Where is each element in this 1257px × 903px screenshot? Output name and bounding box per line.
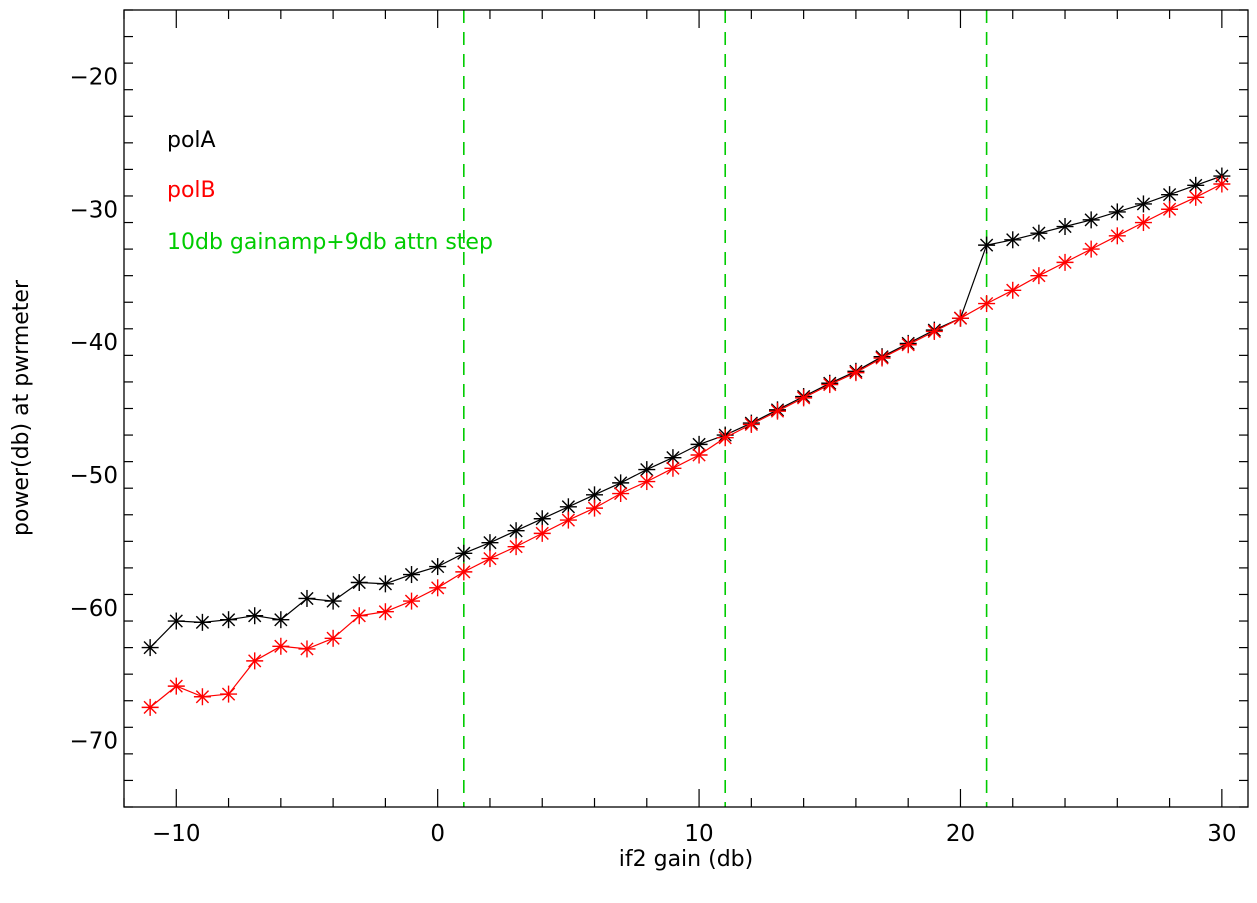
axis-ticks [123, 9, 1248, 808]
data-point-polB [1187, 188, 1205, 206]
x-tick-label: 0 [430, 821, 445, 847]
data-point-polB [1056, 253, 1074, 271]
plot-frame [123, 9, 1249, 808]
data-point-polB [1004, 281, 1022, 299]
y-tick-label: −50 [69, 463, 118, 489]
data-point-polB [1134, 214, 1152, 232]
data-point-polB [507, 538, 525, 556]
data-point-polB [429, 579, 447, 597]
vertical-reference-lines [463, 10, 988, 807]
legend-polb-text: polB [167, 178, 216, 203]
data-point-polA [1082, 211, 1100, 229]
data-point-polB [664, 459, 682, 477]
data-point-polB [925, 322, 943, 340]
data-point-polB [768, 402, 786, 420]
data-point-polA [1134, 195, 1152, 213]
data-point-polA [507, 522, 525, 540]
data-point-polA [141, 639, 159, 657]
data-point-polB [638, 473, 656, 491]
data-point-polB [690, 446, 708, 464]
data-point-polB [1082, 240, 1100, 258]
data-point-polA [272, 611, 290, 629]
data-point-polA [167, 612, 185, 630]
data-point-polA [481, 534, 499, 552]
data-point-polB [612, 485, 630, 503]
data-point-polB [1213, 175, 1231, 193]
data-point-polB [376, 603, 394, 621]
data-point-polB [978, 295, 996, 313]
data-point-polA [1108, 203, 1126, 221]
data-point-polA [246, 607, 264, 625]
data-point-polB [298, 640, 316, 658]
data-point-polA [193, 613, 211, 631]
x-axis-label: if2 gain (db) [619, 847, 753, 872]
data-point-polB [716, 429, 734, 447]
x-tick-label: −10 [152, 821, 201, 847]
data-point-polA [403, 566, 421, 584]
legend-step-text: 10db gainamp+9db attn step [167, 230, 493, 255]
data-point-polA [376, 575, 394, 593]
y-axis-label: power(db) at pwrmeter [9, 279, 34, 536]
data-point-polA [1161, 186, 1179, 204]
data-point-polB [586, 499, 604, 517]
data-point-polB [403, 592, 421, 610]
data-point-polB [951, 309, 969, 327]
data-point-polA [1004, 231, 1022, 249]
data-point-polA [533, 510, 551, 528]
x-tick-label: 20 [946, 821, 975, 847]
data-point-polA [455, 544, 473, 562]
data-point-polB [167, 677, 185, 695]
data-point-polB [455, 563, 473, 581]
axis-tick-labels: −10 0 10 20 30 −70 −60 −50 −40 −30 −20 [69, 64, 1236, 847]
data-point-polB [141, 698, 159, 716]
data-point-polA [298, 589, 316, 607]
data-series [141, 167, 1231, 716]
data-point-polB [873, 349, 891, 367]
data-point-polB [1161, 200, 1179, 218]
data-point-polA [324, 592, 342, 610]
data-point-polB [742, 415, 760, 433]
data-point-polA [586, 486, 604, 504]
data-point-polA [220, 611, 238, 629]
y-tick-label: −40 [69, 330, 118, 356]
data-point-polA [1030, 224, 1048, 242]
data-point-polA [1056, 218, 1074, 236]
data-point-polB [324, 629, 342, 647]
data-point-polB [246, 652, 264, 670]
series-line-polB [149, 183, 1223, 708]
data-point-polB [559, 511, 577, 529]
y-tick-label: −60 [69, 596, 118, 622]
data-point-polA [664, 449, 682, 467]
data-point-polB [220, 685, 238, 703]
data-point-polB [533, 524, 551, 542]
data-point-polB [481, 550, 499, 568]
series-polB [141, 175, 1231, 716]
data-point-polB [1030, 267, 1048, 285]
x-tick-label: 10 [684, 821, 713, 847]
data-point-polA [350, 574, 368, 592]
data-point-polB [272, 637, 290, 655]
data-point-polB [193, 688, 211, 706]
data-point-polB [350, 607, 368, 625]
data-point-polA [429, 558, 447, 576]
data-point-polA [978, 236, 996, 254]
data-point-polB [821, 376, 839, 394]
data-point-polB [899, 336, 917, 354]
data-point-polB [847, 364, 865, 382]
y-tick-label: −70 [69, 729, 118, 755]
data-point-polB [1108, 227, 1126, 245]
y-tick-label: −20 [69, 64, 118, 90]
y-tick-label: −30 [69, 197, 118, 223]
legend-pola-text: polA [167, 128, 216, 153]
x-tick-label: 30 [1207, 821, 1236, 847]
data-point-polB [795, 389, 813, 407]
